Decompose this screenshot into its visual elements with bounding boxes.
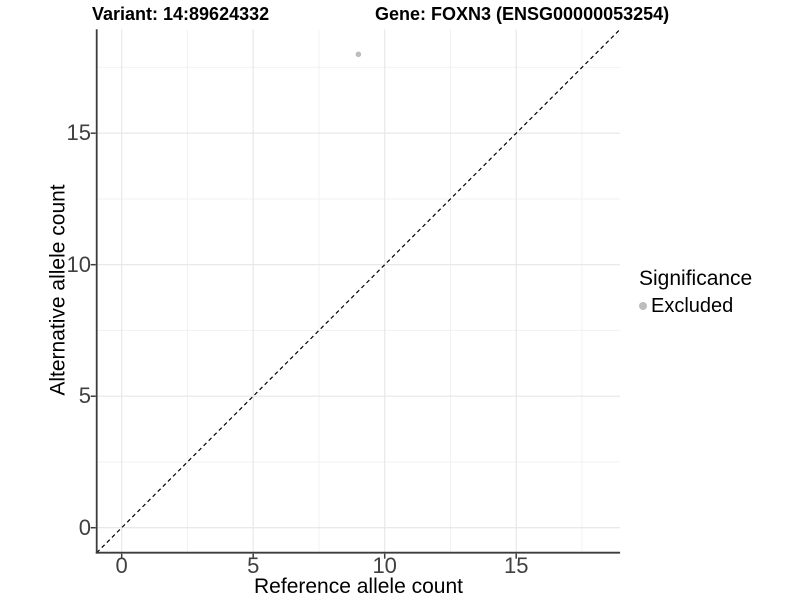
legend-item-excluded: Excluded: [639, 294, 752, 318]
variant-title: Variant: 14:89624332: [92, 4, 270, 24]
x-tick-label: 15: [503, 553, 529, 578]
legend-title: Significance: [639, 267, 753, 290]
y-tick-label: 10: [66, 251, 91, 277]
y-axis-tick-labels: 0 5 10 15: [41, 0, 91, 600]
y-axis-title: Alternative allele count: [46, 184, 70, 396]
y-tick-label: 15: [66, 120, 91, 146]
identity-reference-line: [96, 28, 621, 554]
y-tick-label: 5: [78, 383, 91, 409]
data-point: [355, 51, 362, 58]
excluded-point-icon: [639, 302, 647, 311]
legend-item-label: Excluded: [651, 295, 734, 317]
x-axis-title: Reference allele count: [254, 575, 463, 598]
legend: Significance Excluded: [639, 267, 752, 318]
y-tick-label: 0: [78, 514, 91, 540]
gene-title: Gene: FOXN3 (ENSG00000053254): [375, 4, 670, 24]
x-axis-tick-labels: 0 5 10 15: [0, 554, 800, 580]
x-tick-label: 5: [247, 553, 260, 578]
x-tick-label: 0: [115, 553, 128, 578]
x-tick-label: 10: [372, 553, 397, 578]
